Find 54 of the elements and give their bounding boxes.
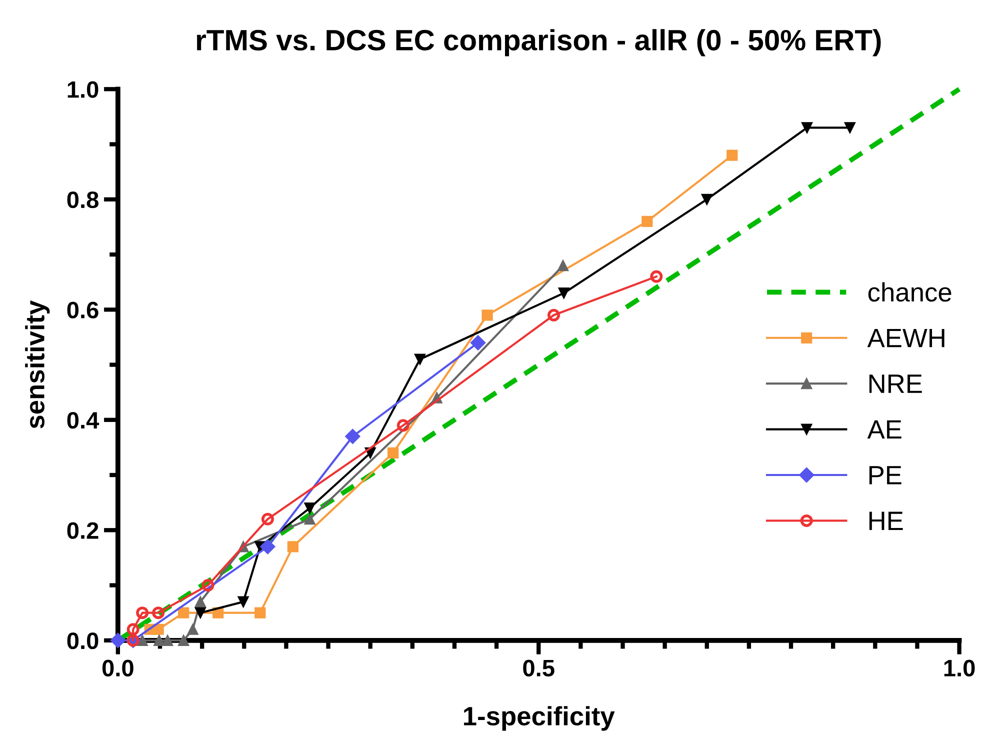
y-tick-label: 0.2 — [67, 522, 98, 539]
y-axis-title: sensitivity — [25, 300, 50, 428]
point — [345, 428, 360, 444]
point — [844, 122, 856, 134]
point — [650, 270, 663, 283]
y-tick-label: 0.0 — [67, 632, 98, 650]
point — [261, 512, 274, 526]
y-tick-label: 1.0 — [68, 81, 98, 98]
point — [482, 310, 493, 321]
point — [396, 419, 410, 432]
point — [287, 541, 298, 552]
point — [194, 607, 206, 618]
point — [254, 607, 266, 618]
x-axis-title: 1-specificity — [464, 706, 615, 731]
point — [152, 606, 165, 620]
point — [557, 260, 569, 272]
point — [387, 447, 399, 459]
point — [642, 216, 653, 227]
point — [726, 150, 738, 161]
x-tick-label: 1.0 — [944, 660, 975, 676]
x-tick-label: 0.0 — [102, 660, 134, 676]
x-tick-label: 0.5 — [523, 660, 554, 676]
point — [178, 607, 190, 618]
point — [194, 596, 206, 608]
legend-label: chance — [868, 282, 952, 302]
point — [304, 514, 316, 525]
point — [187, 624, 198, 635]
point — [126, 623, 140, 636]
point — [136, 606, 149, 620]
legend-label: NRE — [869, 374, 922, 393]
y-tick-label: 0.8 — [67, 191, 98, 208]
point — [304, 502, 316, 514]
y-tick-label: 0.6 — [67, 302, 98, 318]
chart-title: rTMS vs. DCS EC comparison - allR (0 - 50% ERT) — [196, 29, 881, 56]
legend-label: AEWH — [867, 328, 944, 348]
point — [202, 579, 214, 592]
point — [152, 624, 164, 635]
y-tick-label: 0.4 — [67, 412, 100, 429]
point — [470, 335, 486, 350]
legend-label: HE — [869, 512, 903, 530]
point — [238, 596, 249, 608]
point — [178, 634, 190, 646]
point — [548, 308, 560, 322]
point — [701, 194, 712, 205]
point — [558, 288, 570, 299]
point — [162, 634, 174, 646]
point — [414, 354, 426, 365]
legend-label: AE — [867, 420, 902, 439]
point — [801, 122, 813, 134]
point — [154, 634, 165, 646]
point — [260, 539, 276, 554]
legend-label: PE — [869, 466, 902, 484]
point — [110, 632, 126, 648]
point — [136, 634, 148, 646]
